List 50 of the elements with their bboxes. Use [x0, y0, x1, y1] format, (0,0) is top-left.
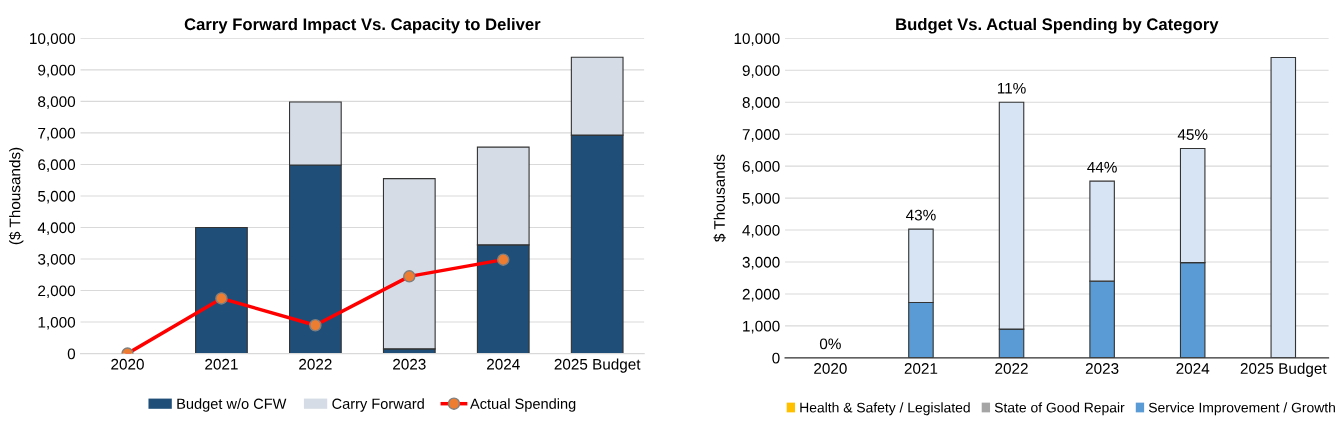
chart-title: Carry Forward Impact Vs. Capacity to Deliver	[184, 17, 541, 34]
legend-label: Budget w/o CFW	[177, 398, 287, 412]
legend-label: Health & Safety / Legislated	[800, 402, 970, 416]
x-tick-label: 2021	[904, 363, 938, 374]
x-tick-label: 2024	[487, 358, 520, 370]
legend-label: State of Good Repair	[994, 402, 1125, 416]
x-tick-label: 2023	[393, 358, 426, 370]
y-axis-title: $ Thousands	[713, 154, 726, 242]
y-tick-label: 1,000	[38, 316, 76, 330]
y-tick-label: 0	[67, 348, 76, 360]
y-tick-label: 9,000	[38, 64, 76, 78]
y-tick-label: 9,000	[742, 65, 780, 78]
x-tick-label: 2022	[299, 358, 332, 370]
y-tick-label: 4,000	[37, 222, 76, 235]
x-tick-label: 2024	[1176, 363, 1210, 374]
annotation: 45%	[1177, 129, 1208, 140]
y-tick-label: 0	[772, 352, 780, 364]
y-tick-label: 2,000	[742, 288, 780, 302]
x-tick-label: 2025 Budget	[554, 358, 641, 373]
x-tick-label: 2020	[111, 358, 144, 370]
chart-title: Budget Vs. Actual Spending by Category	[896, 17, 1219, 34]
y-tick-label: 7,000	[38, 127, 76, 141]
y-tick-label: 5,000	[38, 190, 76, 204]
legend-label: Actual Spending	[470, 398, 576, 412]
x-tick-label: 2022	[995, 363, 1028, 374]
y-tick-label: 10,000	[734, 33, 780, 46]
y-tick-label: 5,000	[742, 192, 780, 206]
y-tick-label: 6,000	[38, 159, 76, 172]
annotation: 0%	[819, 338, 841, 350]
annotation: 43%	[906, 209, 936, 221]
x-tick-label: 2025 Budget	[1240, 362, 1327, 377]
bar	[195, 226, 248, 354]
y-tick-label: 3,000	[742, 256, 780, 270]
y-tick-label: 7,000	[742, 129, 780, 142]
legend-label: Carry Forward	[332, 398, 424, 412]
y-tick-label: 10,000	[30, 33, 76, 46]
annotation: 11%	[997, 82, 1026, 94]
legend-label: Service Improvement / Growth	[1148, 402, 1335, 416]
x-tick-label: 2021	[205, 358, 238, 370]
y-tick-label: 8,000	[38, 96, 76, 109]
y-tick-label: 6,000	[742, 161, 780, 174]
y-tick-label: 4,000	[742, 224, 780, 238]
x-tick-label: 2020	[814, 363, 847, 374]
y-axis-title: ($ Thousands)	[8, 147, 24, 245]
x-tick-label: 2023	[1085, 363, 1119, 374]
y-tick-label: 3,000	[38, 253, 76, 267]
annotation: 44%	[1087, 161, 1117, 173]
y-tick-label: 8,000	[742, 97, 780, 110]
y-tick-label: 2,000	[38, 285, 76, 299]
y-tick-label: 1,000	[743, 320, 780, 334]
